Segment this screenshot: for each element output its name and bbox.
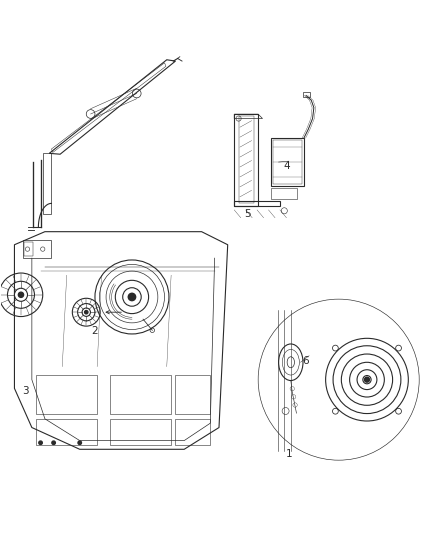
Circle shape xyxy=(52,441,55,445)
Bar xyxy=(176,419,210,445)
Circle shape xyxy=(364,377,370,382)
Bar xyxy=(176,375,210,415)
Bar xyxy=(36,419,97,445)
Circle shape xyxy=(39,441,42,445)
Text: 2: 2 xyxy=(91,326,97,336)
Circle shape xyxy=(128,293,136,301)
Bar xyxy=(24,242,33,256)
Text: 6: 6 xyxy=(303,357,309,366)
Circle shape xyxy=(18,292,24,297)
Circle shape xyxy=(85,311,88,314)
Circle shape xyxy=(78,441,81,445)
Text: 3: 3 xyxy=(22,385,28,395)
Bar xyxy=(110,419,171,445)
Bar xyxy=(36,375,97,415)
Bar xyxy=(271,188,297,199)
Bar xyxy=(234,114,258,206)
Text: 4: 4 xyxy=(283,161,290,172)
Bar xyxy=(303,92,311,97)
Bar xyxy=(239,116,254,204)
Text: 5: 5 xyxy=(244,209,251,219)
Bar xyxy=(273,140,302,184)
Bar xyxy=(110,375,171,415)
Text: 1: 1 xyxy=(285,449,292,458)
Bar xyxy=(43,154,50,214)
Bar xyxy=(23,240,51,258)
Bar xyxy=(271,138,304,186)
